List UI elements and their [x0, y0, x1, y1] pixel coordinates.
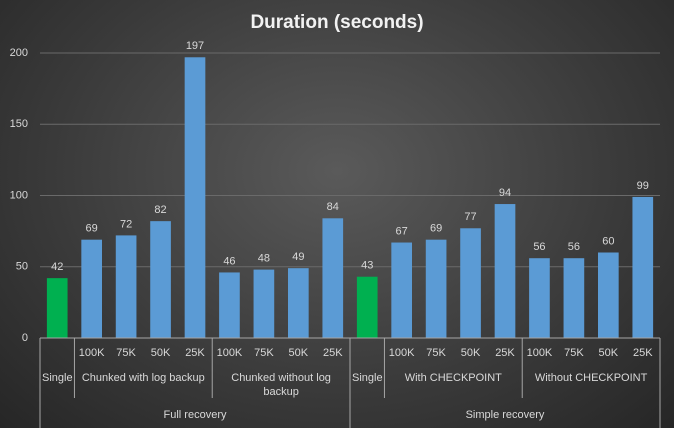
bar: [184, 57, 206, 339]
data-label: 84: [327, 201, 339, 213]
data-label: 56: [568, 241, 580, 253]
bar: [632, 196, 654, 338]
data-label: 69: [86, 223, 98, 235]
data-label: 43: [361, 260, 373, 272]
x-tick-label: 25K: [185, 347, 205, 359]
bar: [115, 235, 137, 338]
bar: [150, 221, 171, 338]
x-tick-label: 75K: [564, 347, 584, 359]
subgroup-label: Single: [42, 372, 73, 384]
bar: [529, 258, 550, 338]
data-label: 99: [637, 180, 649, 192]
data-label: 67: [396, 225, 408, 237]
x-tick-label: 100K: [388, 347, 415, 359]
subgroup-label: Chunked with log backup: [81, 372, 205, 384]
bar: [356, 276, 378, 338]
y-tick-label: 50: [16, 261, 28, 273]
bar: [253, 269, 275, 338]
data-label: 49: [292, 251, 304, 263]
x-tick-label: 25K: [322, 347, 343, 359]
y-tick-label: 200: [10, 47, 28, 59]
y-tick-label: 150: [10, 118, 28, 130]
data-label: 197: [186, 40, 204, 52]
y-tick-label: 0: [22, 332, 28, 344]
bar: [598, 252, 619, 338]
data-label: 72: [120, 218, 132, 230]
y-tick-label: 100: [10, 189, 28, 201]
bar: [288, 268, 309, 338]
group-label: Full recovery: [163, 409, 227, 421]
bar: [425, 239, 447, 338]
subgroup-label: Chunked without log backup: [231, 372, 331, 398]
x-tick-label: 25K: [632, 347, 653, 359]
bar: [322, 218, 344, 338]
data-label: 77: [464, 211, 476, 223]
data-label: 48: [258, 253, 270, 265]
x-tick-label: 75K: [116, 347, 136, 359]
x-tick-label: 50K: [150, 347, 171, 359]
bar: [563, 258, 585, 338]
data-label: 69: [430, 223, 442, 235]
x-tick-label: 50K: [598, 347, 619, 359]
bar: [460, 228, 481, 338]
x-tick-label: 25K: [495, 347, 515, 359]
data-label: 56: [533, 241, 545, 253]
bar: [494, 204, 516, 338]
x-tick-label: 100K: [216, 347, 243, 359]
x-tick-label: 100K: [526, 347, 553, 359]
x-tick-label: 50K: [288, 347, 309, 359]
bar: [219, 272, 240, 338]
chart-title: Duration (seconds): [250, 12, 423, 33]
subgroup-label: Without CHECKPOINT: [534, 372, 648, 384]
x-tick-label: 50K: [460, 347, 481, 359]
data-label: 46: [223, 255, 235, 267]
subgroup-label: Single: [352, 372, 383, 384]
data-label: 60: [602, 235, 614, 247]
bar: [81, 239, 102, 338]
data-label: 42: [51, 261, 63, 273]
x-tick-label: 75K: [426, 347, 446, 359]
data-label: 94: [499, 187, 511, 199]
data-label: 82: [154, 204, 166, 216]
subgroup-label: With CHECKPOINT: [404, 372, 502, 384]
x-tick-label: 75K: [254, 347, 274, 359]
x-tick-label: 100K: [78, 347, 105, 359]
bar: [391, 242, 412, 338]
group-label: Simple recovery: [465, 409, 545, 421]
bar: [46, 278, 68, 338]
